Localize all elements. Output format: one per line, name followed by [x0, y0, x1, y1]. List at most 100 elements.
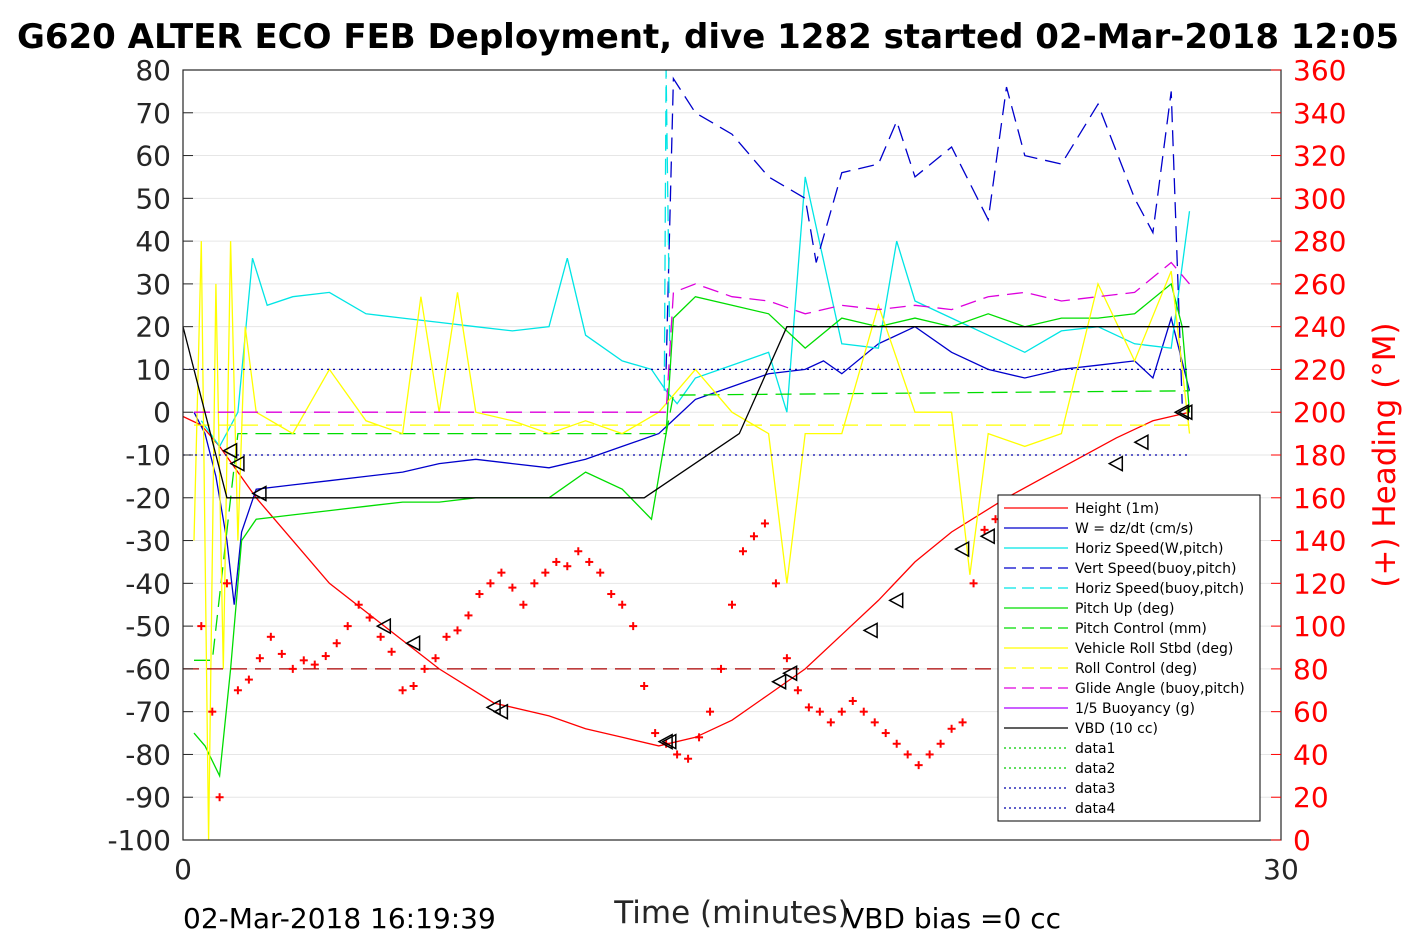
y-tick-label: -10 — [125, 439, 171, 472]
heading-point — [508, 583, 517, 592]
triangle-marker — [888, 592, 904, 609]
legend-entry: Glide Angle (buoy,pitch) — [1075, 681, 1245, 697]
heading-point — [343, 622, 352, 631]
heading-point — [310, 660, 319, 669]
legend-entry: data4 — [1075, 801, 1116, 817]
heading-point — [925, 750, 934, 759]
heading-point — [299, 656, 308, 665]
heading-point — [695, 733, 704, 742]
triangle-marker — [222, 442, 238, 459]
heading-point — [881, 729, 890, 738]
y-tick-label: -100 — [107, 824, 171, 857]
heading-point — [563, 562, 572, 571]
heading-point — [387, 647, 396, 656]
heading-point — [376, 632, 385, 641]
series-line — [194, 261, 1190, 413]
triangle-marker — [492, 703, 509, 720]
left-y-axis: 80 70 60 50 40 30 20 10 0 -10 -20 -30 -40 -50 -60 -70 -8… — [107, 54, 193, 857]
chart-title: G620 ALTER ECO FEB Deployment, dive 1282… — [17, 17, 1399, 57]
y-right-tick-label: 80 — [1293, 653, 1329, 686]
triangle-marker — [1177, 403, 1193, 421]
legend-entry: Vert Speed(buoy,pitch) — [1075, 561, 1237, 577]
heading-point — [760, 519, 769, 528]
heading-point — [332, 639, 341, 648]
heading-point — [255, 654, 264, 663]
series-line — [194, 390, 1190, 661]
legend-entry: Horiz Speed(buoy,pitch) — [1075, 581, 1244, 597]
series-line — [182, 411, 1190, 747]
right-axis-label: (+) Heading (°M) — [1367, 322, 1403, 587]
y-right-tick-label: 60 — [1293, 696, 1329, 729]
heading-point — [442, 632, 451, 641]
heading-point — [288, 664, 297, 673]
legend-entry: VBD (10 cc) — [1075, 721, 1158, 737]
heading-point — [870, 718, 879, 727]
heading-point — [233, 686, 242, 695]
y-tick-label: -20 — [125, 482, 171, 515]
heading-point — [969, 579, 978, 588]
heading-point — [848, 696, 857, 705]
y-tick-label: 30 — [135, 268, 171, 301]
heading-point — [618, 600, 627, 609]
series-layer — [182, 69, 1191, 841]
triangle-marker — [1107, 455, 1124, 472]
footer-start-time: 02-Mar-2018 16:19:39 — [183, 902, 496, 935]
y-tick-label: 50 — [135, 182, 171, 215]
legend-entry: Pitch Up (deg) — [1075, 601, 1174, 617]
y-right-tick-label: 20 — [1293, 781, 1329, 814]
triangle-marker — [251, 485, 267, 502]
y-tick-label: 80 — [135, 54, 171, 87]
heading-point — [530, 579, 539, 588]
heading-point — [914, 761, 923, 770]
x-axis: 0 30 — [174, 830, 1299, 886]
heading-point — [837, 707, 846, 716]
x-tick-label: 0 — [174, 853, 192, 886]
right-y-axis: 3603403203002802602402202001801601401201… — [1271, 54, 1346, 857]
legend-entry: Pitch Control (mm) — [1075, 621, 1207, 637]
footer-vbd-bias: VBD bias =0 cc — [845, 902, 1061, 935]
legend: Height (1m) W = dz/dt (cm/s) Horiz Speed(W… — [997, 494, 1261, 822]
legend-entry: Height (1m) — [1075, 501, 1159, 517]
triangle-marker — [405, 634, 421, 652]
heading-point — [738, 547, 747, 556]
y-right-tick-label: 300 — [1293, 182, 1346, 215]
heading-point — [574, 547, 583, 556]
heading-point — [859, 707, 868, 716]
heading-point — [947, 724, 956, 733]
heading-point — [936, 739, 945, 748]
heading-point — [826, 718, 835, 727]
heading-point — [793, 686, 802, 695]
heading-point — [892, 739, 901, 748]
x-tick-label: 30 — [1263, 853, 1299, 886]
heading-point — [486, 579, 495, 588]
heading-point — [804, 703, 813, 712]
heading-point — [409, 682, 418, 690]
heading-point — [749, 532, 758, 541]
heading-point — [244, 675, 253, 684]
heading-point — [475, 590, 484, 599]
triangle-marker — [229, 455, 245, 472]
y-tick-label: 70 — [135, 97, 171, 130]
heading-point — [321, 652, 330, 661]
triangle-marker — [657, 733, 673, 750]
heading-point — [266, 632, 275, 641]
y-tick-label: -50 — [125, 610, 171, 643]
y-right-tick-label: 0 — [1293, 824, 1311, 857]
y-tick-label: -60 — [125, 653, 171, 686]
heading-point — [706, 707, 715, 716]
y-right-tick-label: 360 — [1293, 54, 1346, 87]
triangle-marker — [375, 617, 392, 635]
series-line — [182, 326, 1190, 499]
y-right-tick-label: 280 — [1293, 225, 1346, 258]
heading-point — [208, 707, 217, 716]
legend-box — [997, 494, 1261, 822]
heading-point — [980, 525, 989, 534]
legend-entry: 1/5 Buoyancy (g) — [1075, 701, 1195, 717]
legend-entry: W = dz/dt (cm/s) — [1075, 521, 1194, 537]
legend-entry: Roll Control (deg) — [1075, 661, 1197, 677]
heading-point — [277, 649, 286, 658]
heading-point — [354, 600, 363, 609]
heading-point — [215, 793, 224, 802]
heading-point — [398, 686, 407, 695]
